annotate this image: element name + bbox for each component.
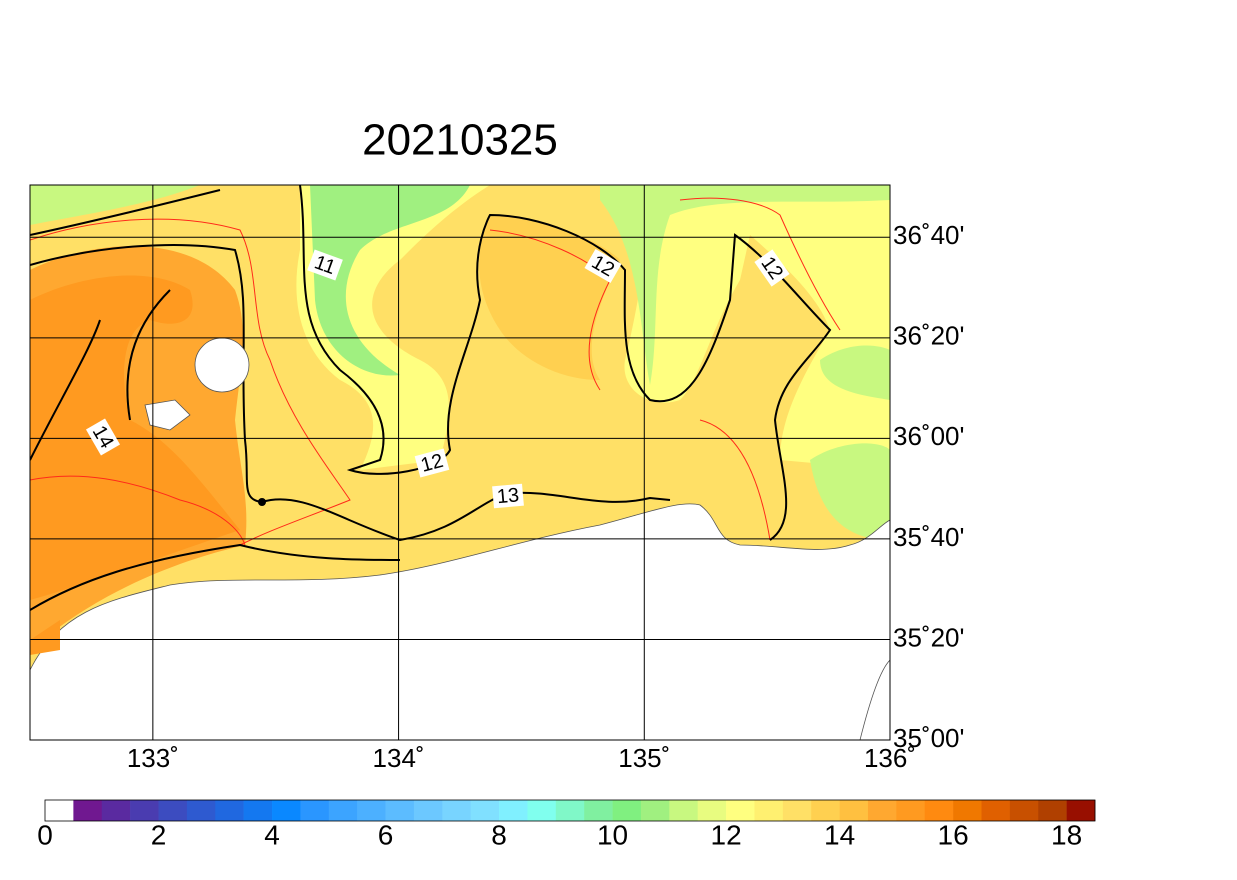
colorbar-box <box>555 800 585 821</box>
contour-label-bg <box>754 249 790 287</box>
colorbar-tick-label: 12 <box>711 819 742 850</box>
field-10 <box>310 185 470 376</box>
sst-field <box>30 185 890 740</box>
colorbar-box <box>158 800 188 821</box>
island <box>194 337 250 393</box>
colorbar-box <box>300 800 330 821</box>
contour-label: 13 <box>492 483 524 509</box>
colorbar-tick-label: 14 <box>824 819 855 850</box>
colorbar-box <box>328 800 358 821</box>
colorbar-box <box>385 800 415 821</box>
y-tick-label: 36˚20' <box>893 321 964 351</box>
colorbar-box <box>1038 800 1067 821</box>
colorbar-box <box>73 800 103 821</box>
colorbar-frame <box>44 799 1096 822</box>
island-small <box>144 399 191 431</box>
colorbar-box <box>697 800 727 821</box>
colorbar-box <box>669 800 699 821</box>
field-14b <box>30 275 240 600</box>
title: 20210325 <box>362 116 558 165</box>
colorbar-box <box>953 800 982 821</box>
field-11b <box>600 185 890 385</box>
thick-contours <box>30 185 832 611</box>
colorbar-box <box>839 800 869 821</box>
contour-label-text: 13 <box>496 484 520 508</box>
colorbar-box <box>470 800 500 821</box>
contour-label-bg <box>584 248 622 284</box>
contour-label-bg <box>307 249 343 281</box>
colorbar-tick-label: 6 <box>378 819 394 850</box>
x-tick-label: 135˚ <box>618 743 670 773</box>
colorbar-tick-label: 0 <box>37 819 53 850</box>
colorbar-box <box>726 800 755 821</box>
colorbar-box <box>215 800 244 821</box>
colorbar-box <box>45 800 74 821</box>
x-tick-label: 136˚ <box>864 743 916 773</box>
colorbar-box <box>782 800 812 821</box>
map-frame <box>29 184 891 741</box>
colorbar-box <box>584 800 613 821</box>
coast-sea <box>30 620 60 655</box>
field-12 <box>300 185 890 470</box>
colorbar-box <box>981 800 1011 821</box>
colorbar-box <box>499 800 528 821</box>
grid <box>30 185 891 741</box>
field-11 <box>30 185 200 225</box>
colorbar-box <box>186 800 216 821</box>
colorbar-box <box>640 800 670 821</box>
colorbar-tick-label: 2 <box>151 819 167 850</box>
field-11d <box>810 443 890 540</box>
y-tick-label: 36˚00' <box>893 421 964 451</box>
contour-label: 11 <box>307 249 343 281</box>
x-tick-label: 134˚ <box>373 743 425 773</box>
colorbar-box <box>1066 800 1096 821</box>
colorbar-box <box>272 800 301 821</box>
y-tick-label: 36˚40' <box>893 220 964 250</box>
colorbar-box <box>1009 800 1039 821</box>
contour-label: 12 <box>414 448 450 478</box>
colorbar: 0 2 4 6 8 10 12 14 16 18 <box>37 799 1096 850</box>
colorbar-box <box>896 800 926 821</box>
colorbar-box <box>413 800 443 821</box>
land <box>30 503 890 740</box>
colorbar-box <box>442 800 471 821</box>
colorbar-box <box>754 800 784 821</box>
colorbar-box <box>924 800 954 821</box>
colorbar-tick-label: 16 <box>938 819 969 850</box>
colorbar-tick-label: 8 <box>491 819 507 850</box>
colorbar-box <box>101 800 131 821</box>
colorbar-box <box>243 800 273 821</box>
contour-label-bg <box>492 483 524 509</box>
field-11c <box>820 345 890 400</box>
colorbar-box <box>357 800 386 821</box>
contour-label-bg <box>85 418 121 456</box>
colorbar-box <box>612 800 642 821</box>
y-tick-label: 35˚20' <box>893 622 964 652</box>
colorbar-box <box>811 800 840 821</box>
station-point <box>258 498 266 506</box>
colorbar-box <box>130 800 159 821</box>
x-tick-label: 133˚ <box>127 743 179 773</box>
colorbar-box <box>527 800 557 821</box>
colorbar-tick-label: 10 <box>597 819 628 850</box>
contour-label-bg <box>414 448 450 478</box>
colorbar-box <box>867 800 897 821</box>
y-tick-label: 35˚00' <box>893 723 964 753</box>
colorbar-tick-label: 4 <box>264 819 280 850</box>
field-13 <box>479 215 620 380</box>
colorbar-tick-label: 18 <box>1051 819 1082 850</box>
y-tick-label: 35˚40' <box>893 522 964 552</box>
